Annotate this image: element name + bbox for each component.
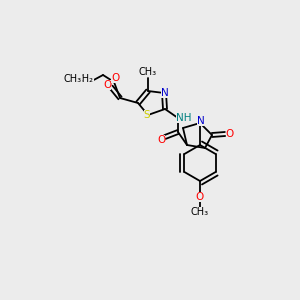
Text: N: N — [197, 116, 205, 126]
Text: O: O — [103, 80, 111, 90]
Text: O: O — [111, 73, 119, 83]
Text: O: O — [226, 129, 234, 139]
Text: O: O — [196, 192, 204, 202]
Text: O: O — [157, 135, 165, 145]
Text: CH₂: CH₂ — [76, 74, 94, 84]
Text: CH₃: CH₃ — [139, 67, 157, 77]
Text: N: N — [161, 88, 169, 98]
Text: CH₃: CH₃ — [191, 207, 209, 217]
Text: NH: NH — [176, 113, 192, 123]
Text: CH₃: CH₃ — [64, 74, 82, 84]
Text: S: S — [144, 110, 150, 120]
